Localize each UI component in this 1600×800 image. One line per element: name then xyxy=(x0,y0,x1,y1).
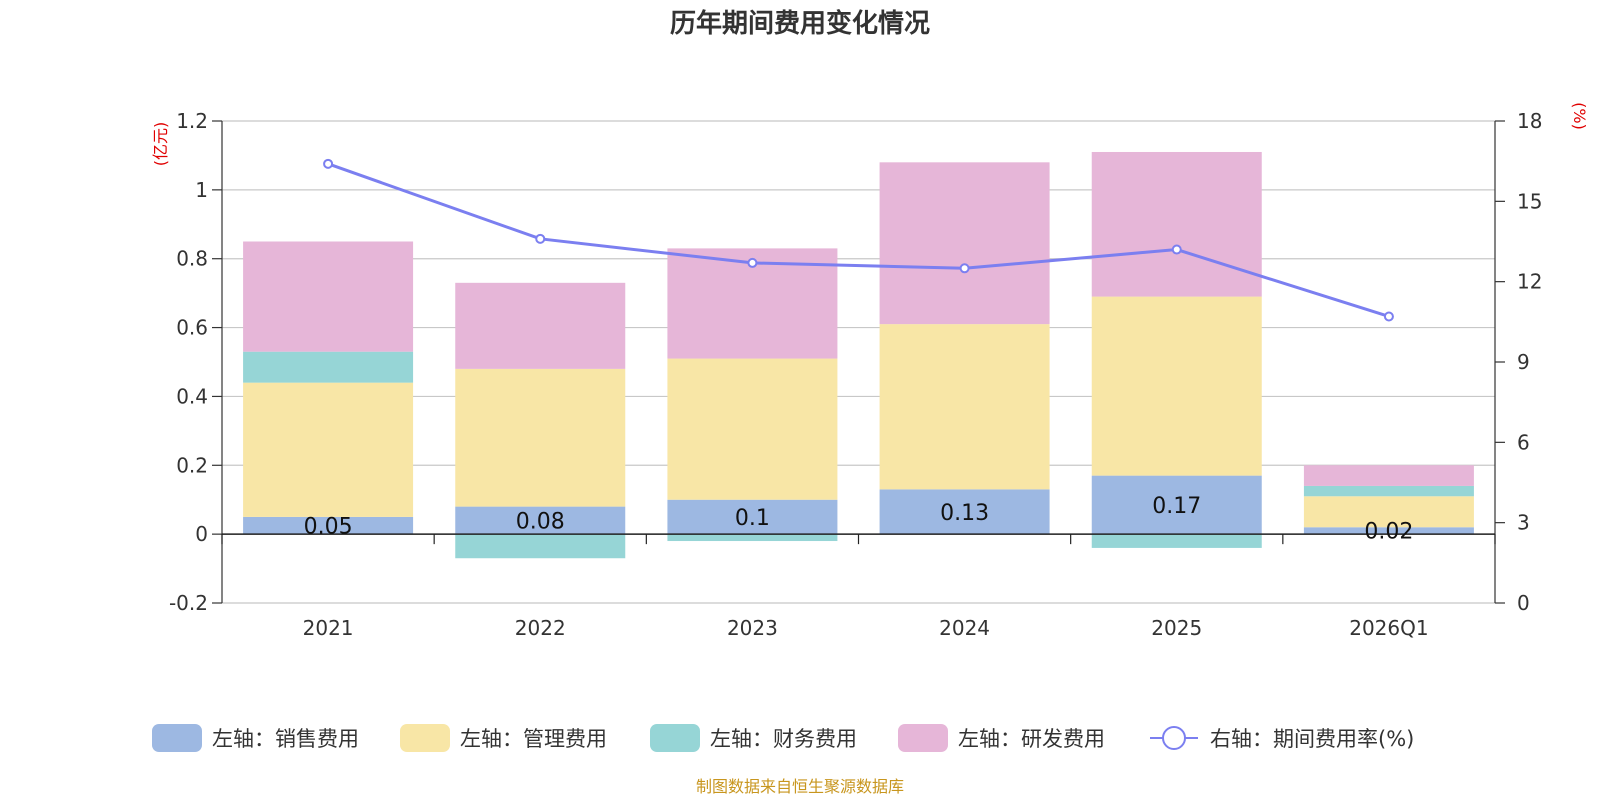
legend-label-series-4: 右轴：期间费用率(%) xyxy=(1210,727,1414,751)
legend-swatch-series-2 xyxy=(650,724,700,752)
bar-segment-series-0 xyxy=(455,506,626,535)
axes: -0.2 0 0.2 0.4 0.6 0.8 1 1.2 0 3 6 9 12 15 18 2021 2022 2… xyxy=(169,109,1542,640)
left-axis-tick-label: 0.6 xyxy=(176,316,208,340)
bar-segment-series-3 xyxy=(1303,465,1474,486)
left-axis-tick-label: 1 xyxy=(195,178,208,202)
bar-segment-series-3 xyxy=(243,241,414,352)
right-axis-tick-label: 0 xyxy=(1517,591,1530,615)
bar-segment-series-1 xyxy=(879,324,1050,490)
bar-segment-series-1 xyxy=(455,368,626,507)
bar-segment-series-1 xyxy=(667,358,838,500)
right-axis-tick-label: 15 xyxy=(1517,189,1542,213)
bar-segment-series-0 xyxy=(243,516,414,535)
left-axis-unit: (亿元) xyxy=(151,122,170,167)
chart-title: 历年期间费用变化情况 xyxy=(670,8,930,39)
bar-segment-series-0 xyxy=(879,489,1050,535)
category-label: 2024 xyxy=(939,616,990,640)
legend-label-series-0: 左轴：销售费用 xyxy=(212,727,359,751)
data-label-sales: 0.1 xyxy=(735,506,770,531)
rate-line-point xyxy=(959,263,970,274)
bar-segment-series-2 xyxy=(667,534,838,542)
bar-segment-series-1 xyxy=(1303,496,1474,528)
bar-segment-series-3 xyxy=(879,162,1050,325)
bar-segment-series-1 xyxy=(243,382,414,517)
right-axis-tick-label: 9 xyxy=(1517,350,1530,374)
left-axis-tick-label: 0.8 xyxy=(176,247,208,271)
legend: 左轴：销售费用 左轴：管理费用 左轴：财务费用 左轴：研发费用 右轴：期间费用率(%) xyxy=(152,724,1414,752)
bar-segment-series-0 xyxy=(667,499,838,535)
left-axis-tick-label: 0.2 xyxy=(176,453,208,477)
bar-segment-series-3 xyxy=(455,282,626,369)
rate-line-point xyxy=(323,158,334,169)
bar-segment-series-2 xyxy=(243,351,414,383)
category-label: 2025 xyxy=(1151,616,1202,640)
legend-label-series-3: 左轴：研发费用 xyxy=(958,727,1105,751)
right-axis-tick-label: 6 xyxy=(1517,430,1530,454)
left-axis-tick-label: 1.2 xyxy=(176,109,208,133)
footer-source: 制图数据来自恒生聚源数据库 xyxy=(696,777,904,796)
bar-segment-series-0 xyxy=(1091,475,1262,535)
bar-segment-series-3 xyxy=(1091,151,1262,297)
left-axis-tick-label: -0.2 xyxy=(169,591,208,615)
rate-line xyxy=(323,158,1394,322)
bar-segment-series-2 xyxy=(1091,534,1262,548)
legend-label-series-1: 左轴：管理费用 xyxy=(460,727,607,751)
right-axis-tick-label: 12 xyxy=(1517,270,1542,294)
left-axis-tick-label: 0.4 xyxy=(176,384,208,408)
data-label-sales: 0.02 xyxy=(1364,520,1413,545)
legend-label-series-2: 左轴：财务费用 xyxy=(710,727,857,751)
legend-swatch-series-0 xyxy=(152,724,202,752)
category-label: 2026Q1 xyxy=(1349,616,1428,640)
data-label-sales: 0.05 xyxy=(304,515,353,540)
bar-segment-series-0 xyxy=(1303,527,1474,535)
rate-line-path xyxy=(327,162,1390,318)
legend-swatch-series-1 xyxy=(400,724,450,752)
right-axis-unit: (%) xyxy=(1570,102,1589,130)
bar-segment-series-2 xyxy=(1303,485,1474,497)
category-label: 2021 xyxy=(303,616,354,640)
legend-swatch-series-3 xyxy=(898,724,948,752)
data-label-sales: 0.08 xyxy=(516,509,565,534)
right-axis-tick-label: 18 xyxy=(1517,109,1542,133)
data-labels: 0.05 0.08 0.1 0.13 0.17 0.02 xyxy=(304,494,1414,545)
right-axis-tick-label: 3 xyxy=(1517,511,1530,535)
category-label: 2023 xyxy=(727,616,778,640)
bar-segment-series-1 xyxy=(1091,296,1262,476)
bar-segment-series-2 xyxy=(455,534,626,559)
legend-swatch-marker xyxy=(1162,726,1186,750)
rate-line-point xyxy=(747,257,758,268)
category-label: 2022 xyxy=(515,616,566,640)
rate-line-point xyxy=(1171,244,1182,255)
data-label-sales: 0.13 xyxy=(940,501,989,526)
data-label-sales: 0.17 xyxy=(1152,494,1201,519)
left-axis-tick-label: 0 xyxy=(195,522,208,546)
bars xyxy=(243,151,1474,559)
rate-line-point xyxy=(1383,311,1394,322)
rate-line-point xyxy=(535,233,546,244)
